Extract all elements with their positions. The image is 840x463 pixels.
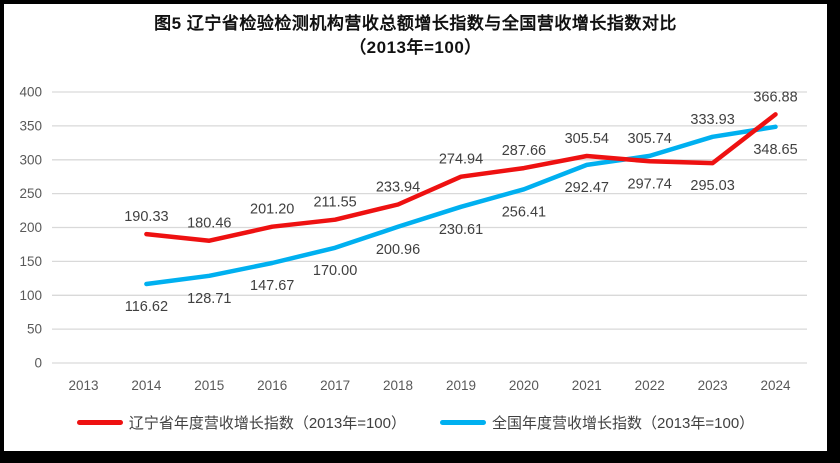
chart-title-line2: （2013年=100） (349, 38, 482, 57)
x-tick-label: 2017 (320, 378, 350, 393)
x-tick-label: 2019 (446, 378, 476, 393)
data-label-series-0: 295.03 (690, 178, 734, 194)
legend-label-liaoning: 辽宁省年度营收增长指数（2013年=100） (128, 415, 406, 432)
y-tick-label: 0 (34, 356, 42, 371)
chart-title-line1: 图5 辽宁省检验检测机构营收总额增长指数与全国营收增长指数对比 (154, 14, 677, 33)
data-label-series-0: 366.88 (753, 89, 797, 105)
data-label-series-1: 128.71 (187, 291, 231, 307)
data-label-series-0: 287.66 (502, 143, 546, 159)
y-tick-label: 400 (19, 85, 42, 100)
x-tick-label: 2013 (68, 378, 98, 393)
data-label-series-0: 211.55 (313, 195, 356, 211)
data-label-series-1: 200.96 (376, 242, 420, 258)
y-tick-label: 50 (27, 322, 42, 337)
data-label-series-1: 333.93 (690, 112, 734, 128)
liaoning-series-swatch (76, 420, 123, 425)
data-label-series-0: 305.54 (565, 131, 609, 147)
data-label-series-1: 256.41 (502, 204, 546, 220)
data-label-series-1: 147.67 (250, 278, 294, 294)
y-tick-label: 250 (19, 186, 42, 201)
series-line-1 (144, 124, 778, 287)
x-tick-label: 2024 (760, 378, 791, 393)
y-tick-label: 300 (19, 152, 42, 167)
x-tick-label: 2014 (131, 378, 162, 393)
data-label-series-0: 190.33 (124, 209, 168, 225)
x-tick-label: 2022 (635, 378, 665, 393)
y-tick-label: 200 (19, 220, 42, 235)
x-tick-label: 2018 (383, 378, 413, 393)
y-tick-label: 150 (19, 254, 42, 269)
legend-item-national: 全国年度营收增长指数（2013年=100） (440, 412, 754, 433)
y-tick-label: 350 (19, 118, 42, 133)
data-label-series-1: 230.61 (439, 222, 483, 238)
x-tick-label: 2021 (572, 378, 602, 393)
chart-legend: 辽宁省年度营收增长指数（2013年=100） 全国年度营收增长指数（2013年=… (4, 412, 827, 433)
legend-item-liaoning: 辽宁省年度营收增长指数（2013年=100） (76, 412, 406, 433)
data-label-series-1: 116.62 (125, 299, 168, 315)
data-label-series-1: 348.65 (753, 142, 797, 158)
y-tick-label: 100 (19, 288, 42, 303)
data-label-series-1: 292.47 (565, 180, 609, 196)
x-tick-label: 2015 (194, 378, 224, 393)
data-label-series-0: 201.20 (250, 202, 294, 218)
x-tick-label: 2020 (509, 378, 539, 393)
data-label-series-0: 180.46 (187, 216, 231, 232)
x-tick-label: 2016 (257, 378, 287, 393)
data-label-series-1: 170.00 (313, 263, 357, 279)
data-label-series-0: 297.74 (628, 176, 672, 192)
data-label-series-1: 305.74 (628, 131, 672, 147)
series-line-0 (144, 112, 778, 243)
x-tick-label: 2023 (698, 378, 728, 393)
chart-title: 图5 辽宁省检验检测机构营收总额增长指数与全国营收增长指数对比 （2013年=1… (4, 12, 827, 60)
data-label-series-0: 274.94 (439, 152, 483, 168)
data-label-series-0: 233.94 (376, 180, 420, 196)
national-series-swatch (440, 420, 486, 425)
legend-label-national: 全国年度营收增长指数（2013年=100） (492, 415, 755, 432)
